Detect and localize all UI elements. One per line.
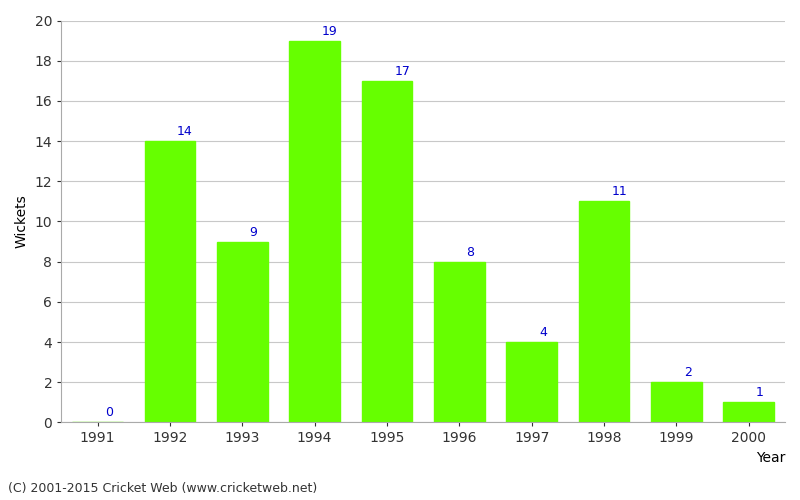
Y-axis label: Wickets: Wickets — [15, 194, 29, 248]
Text: 8: 8 — [466, 246, 474, 258]
Text: (C) 2001-2015 Cricket Web (www.cricketweb.net): (C) 2001-2015 Cricket Web (www.cricketwe… — [8, 482, 318, 495]
Bar — [145, 141, 195, 422]
Text: 19: 19 — [322, 24, 338, 38]
Text: 0: 0 — [105, 406, 113, 420]
Bar — [651, 382, 702, 422]
Text: 2: 2 — [684, 366, 691, 379]
Text: 9: 9 — [250, 226, 258, 238]
Bar — [434, 262, 485, 422]
Bar — [217, 242, 267, 422]
Text: 14: 14 — [177, 125, 193, 138]
Text: 17: 17 — [394, 65, 410, 78]
Bar — [723, 402, 774, 422]
Bar — [362, 81, 412, 422]
Bar — [290, 40, 340, 422]
Bar — [506, 342, 557, 422]
Bar — [578, 202, 630, 422]
Text: 1: 1 — [756, 386, 764, 400]
X-axis label: Year: Year — [756, 451, 785, 465]
Text: 11: 11 — [611, 186, 627, 198]
Text: 4: 4 — [539, 326, 547, 339]
